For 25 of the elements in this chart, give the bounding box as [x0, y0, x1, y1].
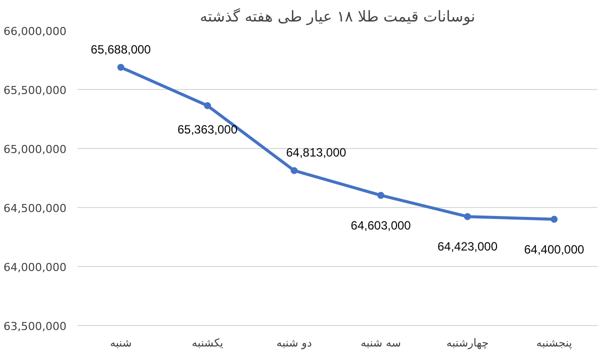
data-label: 64,423,000	[437, 240, 498, 254]
x-tick-label: دو شنبه	[276, 336, 312, 350]
y-tick-label: 65,000,000	[4, 143, 67, 156]
data-label: 65,688,000	[90, 42, 152, 56]
x-tick-label: چهارشنبه	[446, 336, 489, 350]
data-label: 65,363,000	[177, 122, 238, 137]
point	[204, 102, 211, 110]
chart-title: نوسانات قیمت طلا ۱۸ عیار طی هفته گذشته	[200, 8, 476, 26]
point	[290, 167, 298, 174]
y-tick-label: 66,000,000	[4, 25, 67, 38]
point	[117, 64, 124, 71]
x-tick-label: شنبه	[110, 336, 132, 350]
point	[464, 213, 471, 220]
point	[550, 216, 558, 223]
y-tick-label: 64,500,000	[4, 202, 67, 215]
point	[377, 192, 384, 199]
y-tick-label: 65,500,000	[4, 84, 67, 97]
data-label: 64,603,000	[350, 218, 412, 232]
x-tick-label: سه شنبه	[360, 336, 402, 350]
y-tick-label: 63,500,000	[4, 320, 67, 333]
data-label: 64,813,000	[286, 146, 347, 160]
y-tick-label: 64,000,000	[4, 261, 67, 274]
x-tick-label: پنجشنبه	[536, 336, 572, 350]
data-label: 64,400,000	[524, 242, 585, 256]
x-tick-label: یکشنبه	[192, 336, 224, 350]
